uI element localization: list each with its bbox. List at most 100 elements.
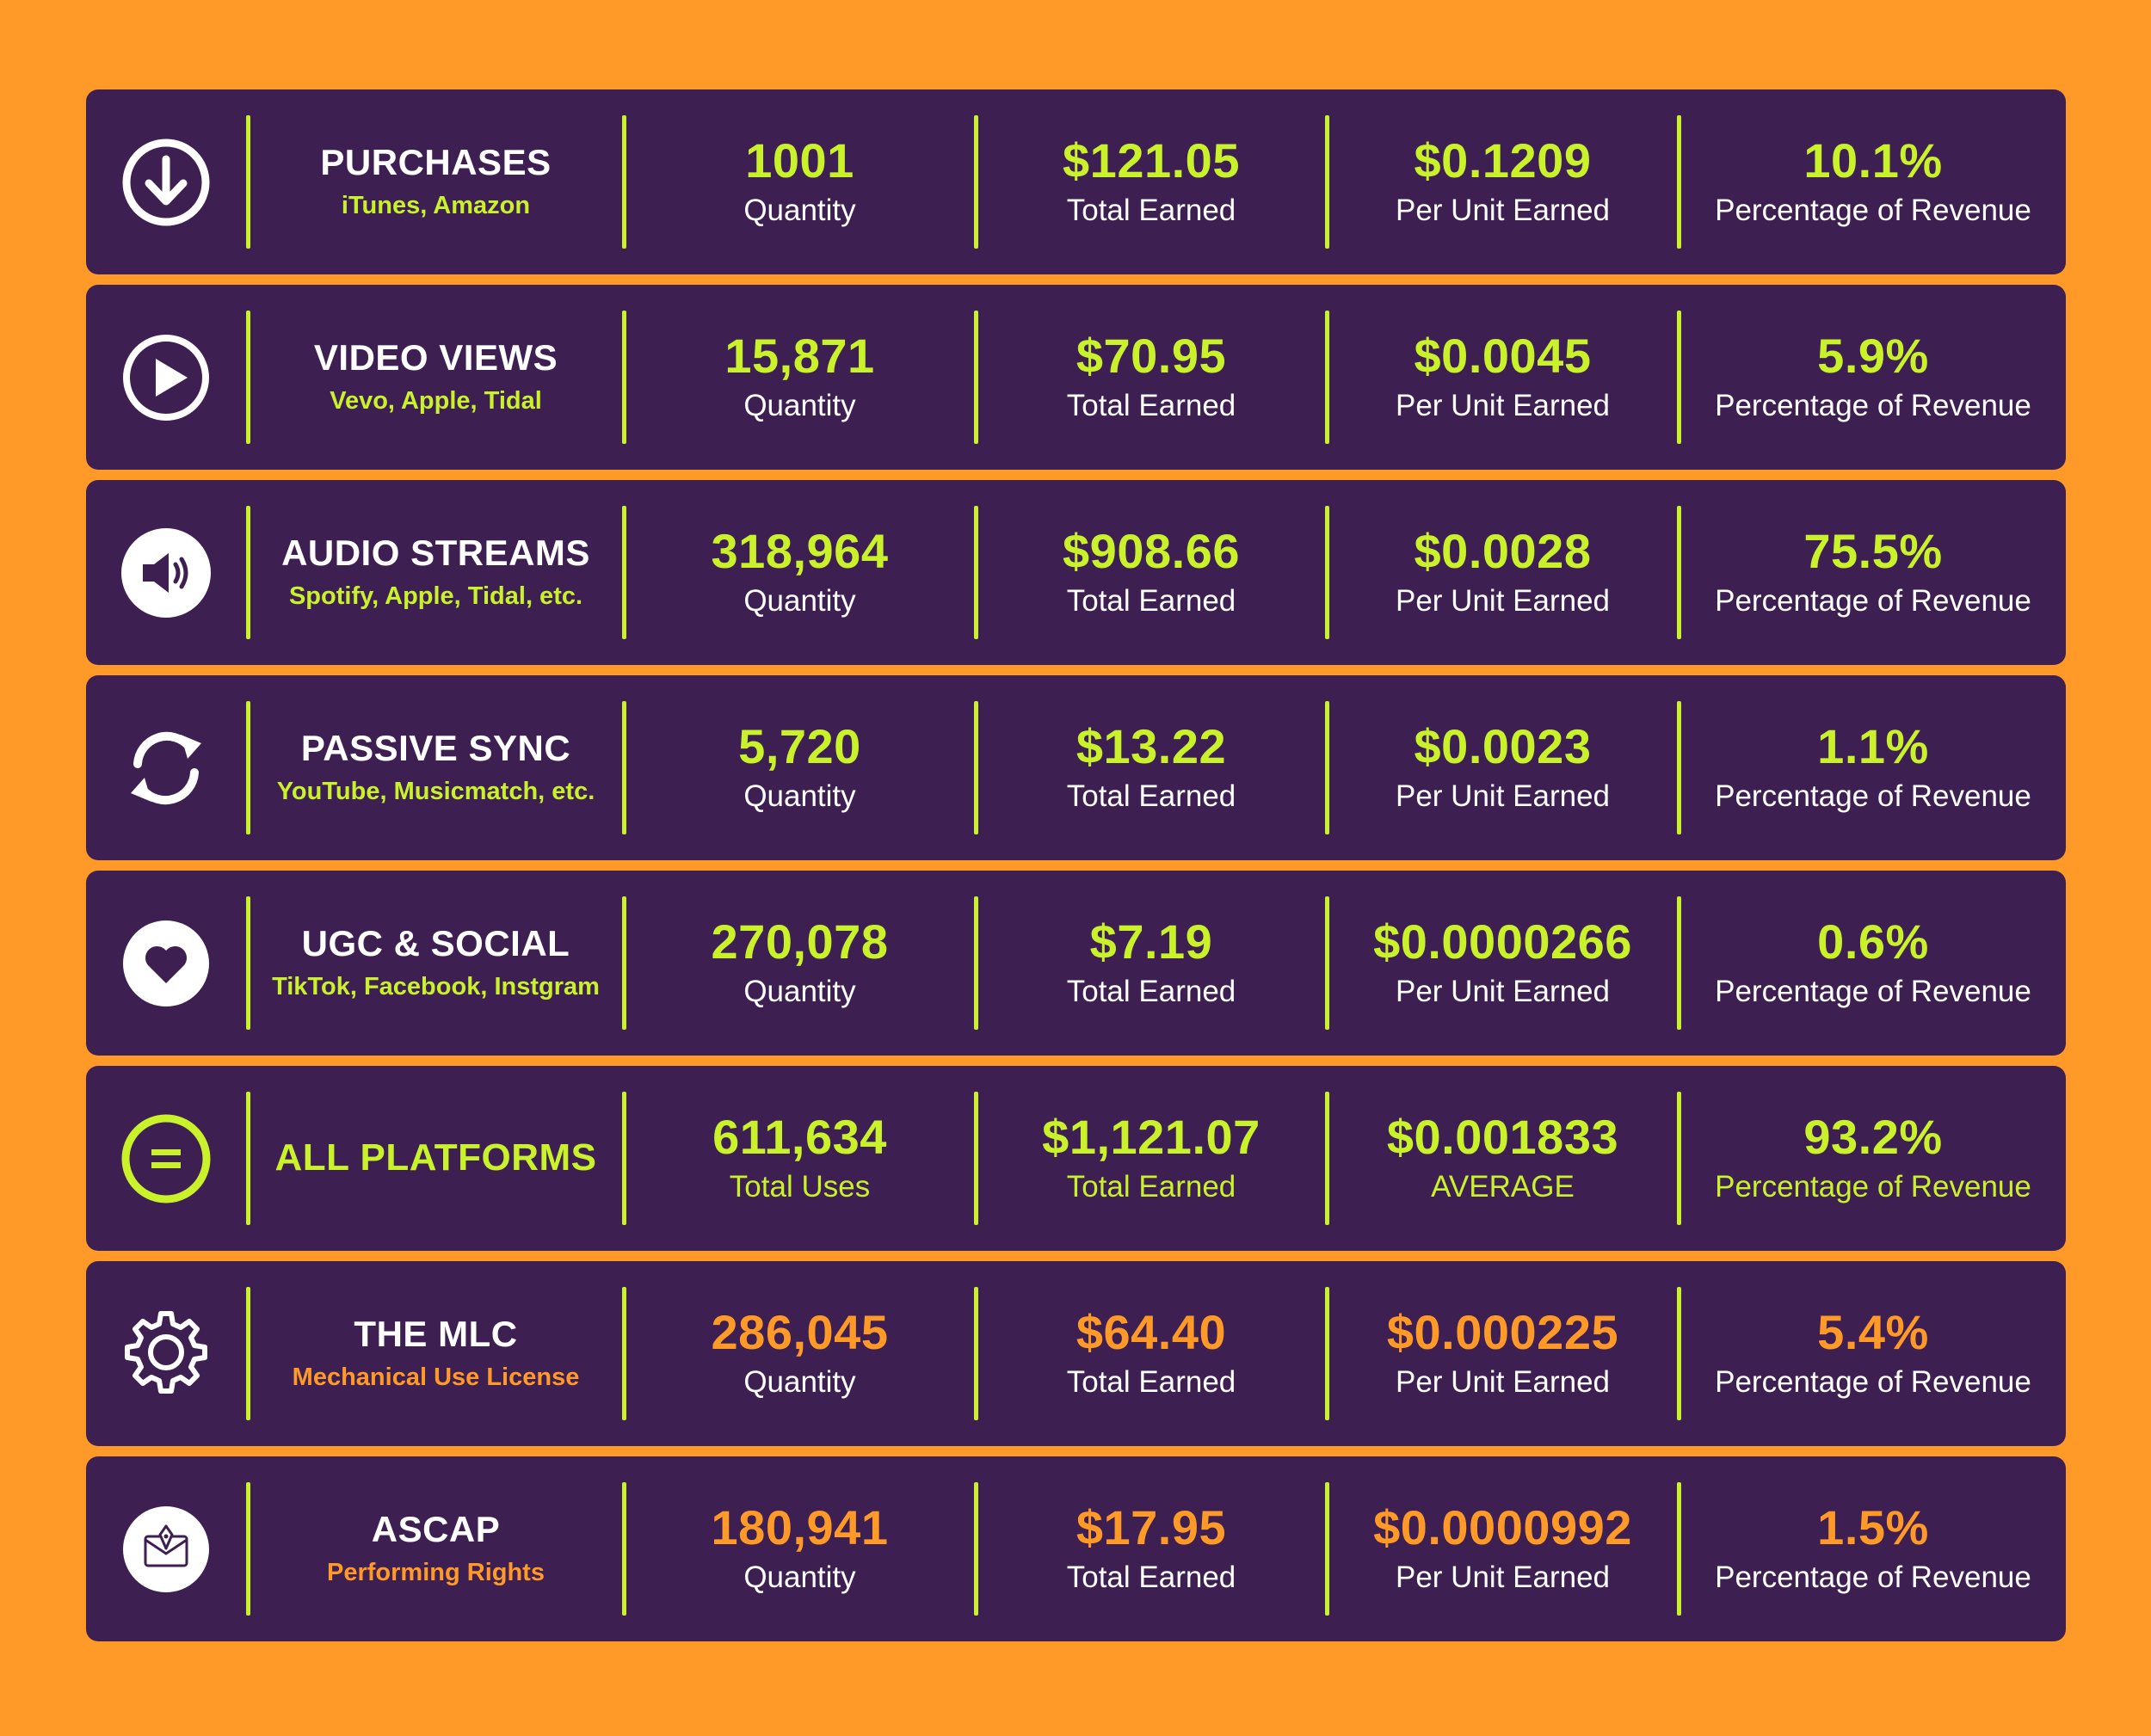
speaker-icon — [121, 527, 211, 618]
row-name: ALL PLATFORMS — [274, 1136, 597, 1179]
percent-value: 5.4% — [1817, 1304, 1929, 1359]
name-cell: VIDEO VIEWS Vevo, Apple, Tidal — [250, 285, 622, 470]
total-cell: $1,121.07 Total Earned — [977, 1066, 1325, 1251]
divider — [1677, 701, 1681, 834]
total-value: $64.40 — [1076, 1304, 1227, 1359]
divider — [974, 1482, 978, 1616]
divider — [1677, 311, 1681, 444]
quantity-cell: 5,720 Quantity — [626, 675, 974, 860]
quantity-value: 15,871 — [724, 328, 875, 383]
total-value: $17.95 — [1076, 1499, 1227, 1554]
divider — [1677, 1092, 1681, 1225]
divider — [974, 1092, 978, 1225]
unit-cell: $0.001833 AVERAGE — [1328, 1066, 1677, 1251]
divider — [1325, 1287, 1329, 1420]
divider — [1325, 115, 1329, 249]
row-name: AUDIO STREAMS — [281, 532, 590, 573]
divider — [622, 1482, 626, 1616]
row-name: PURCHASES — [320, 141, 552, 182]
quantity-value: 1001 — [745, 132, 854, 188]
unit-value: $0.1209 — [1414, 132, 1592, 188]
table-row: PASSIVE SYNC YouTube, Musicmatch, etc. 5… — [86, 675, 2066, 860]
total-label: Total Earned — [1066, 1364, 1236, 1399]
divider — [622, 1092, 626, 1225]
row-sub: iTunes, Amazon — [341, 192, 531, 220]
percent-value: 75.5% — [1803, 523, 1943, 578]
icon-cell — [86, 285, 246, 470]
quantity-cell: 180,941 Quantity — [626, 1456, 974, 1641]
divider — [1325, 701, 1329, 834]
unit-value: $0.0045 — [1414, 328, 1592, 383]
divider — [1325, 1482, 1329, 1616]
divider — [246, 115, 250, 249]
total-label: Total Earned — [1066, 1169, 1236, 1204]
total-value: $908.66 — [1063, 523, 1240, 578]
total-cell: $64.40 Total Earned — [977, 1261, 1325, 1446]
divider — [246, 311, 250, 444]
unit-value: $0.0023 — [1414, 718, 1592, 773]
unit-cell: $0.0023 Per Unit Earned — [1328, 675, 1677, 860]
table-row: THE MLC Mechanical Use License 286,045 Q… — [86, 1261, 2066, 1446]
divider — [1677, 896, 1681, 1030]
table-row: VIDEO VIEWS Vevo, Apple, Tidal 15,871 Qu… — [86, 285, 2066, 470]
unit-cell: $0.0028 Per Unit Earned — [1328, 480, 1677, 665]
total-cell: $7.19 Total Earned — [977, 871, 1325, 1056]
divider — [246, 1092, 250, 1225]
unit-label: Per Unit Earned — [1395, 1364, 1611, 1399]
quantity-value: 180,941 — [711, 1499, 889, 1554]
row-name: UGC & SOCIAL — [301, 922, 570, 963]
total-value: $121.05 — [1063, 132, 1240, 188]
percent-value: 0.6% — [1817, 914, 1929, 969]
quantity-label: Quantity — [743, 583, 856, 618]
divider — [246, 701, 250, 834]
divider — [622, 115, 626, 249]
divider — [622, 896, 626, 1030]
total-label: Total Earned — [1066, 583, 1236, 618]
total-cell: $13.22 Total Earned — [977, 675, 1325, 860]
unit-cell: $0.0000266 Per Unit Earned — [1328, 871, 1677, 1056]
icon-cell — [86, 480, 246, 665]
percent-label: Percentage of Revenue — [1715, 779, 2031, 813]
percent-label: Percentage of Revenue — [1715, 1169, 2031, 1204]
unit-value: $0.000225 — [1386, 1304, 1619, 1359]
row-sub: Performing Rights — [327, 1559, 545, 1587]
icon-cell — [86, 89, 246, 274]
row-sub: YouTube, Musicmatch, etc. — [276, 778, 595, 806]
divider — [974, 701, 978, 834]
total-label: Total Earned — [1066, 779, 1236, 813]
icon-cell — [86, 1261, 246, 1446]
icon-cell — [86, 675, 246, 860]
percent-cell: 5.9% Percentage of Revenue — [1680, 285, 2066, 470]
total-cell: $17.95 Total Earned — [977, 1456, 1325, 1641]
gear-icon — [125, 1310, 207, 1394]
percent-cell: 5.4% Percentage of Revenue — [1680, 1261, 2066, 1446]
divider — [622, 1287, 626, 1420]
divider — [1677, 1287, 1681, 1420]
divider — [974, 311, 978, 444]
table-row: UGC & SOCIAL TikTok, Facebook, Instgram … — [86, 871, 2066, 1056]
quantity-label: Total Uses — [729, 1169, 871, 1204]
percent-value: 93.2% — [1803, 1109, 1943, 1164]
divider — [622, 701, 626, 834]
name-cell: PURCHASES iTunes, Amazon — [250, 89, 622, 274]
divider — [1677, 1482, 1681, 1616]
quantity-cell: 1001 Quantity — [626, 89, 974, 274]
divider — [1677, 115, 1681, 249]
quantity-label: Quantity — [743, 974, 856, 1008]
quantity-value: 611,634 — [712, 1109, 887, 1164]
total-cell: $908.66 Total Earned — [977, 480, 1325, 665]
row-name: ASCAP — [371, 1508, 501, 1549]
percent-label: Percentage of Revenue — [1715, 1364, 2031, 1399]
unit-value: $0.0000266 — [1373, 914, 1632, 969]
percent-cell: 0.6% Percentage of Revenue — [1680, 871, 2066, 1056]
unit-value: $0.0028 — [1414, 523, 1592, 578]
quantity-cell: 15,871 Quantity — [626, 285, 974, 470]
total-value: $7.19 — [1089, 914, 1213, 969]
quantity-label: Quantity — [743, 388, 856, 422]
unit-label: AVERAGE — [1431, 1169, 1575, 1204]
quantity-label: Quantity — [743, 1560, 856, 1594]
table-row: ASCAP Performing Rights 180,941 Quantity… — [86, 1456, 2066, 1641]
quantity-label: Quantity — [743, 193, 856, 227]
percent-cell: 1.1% Percentage of Revenue — [1680, 675, 2066, 860]
row-sub: Spotify, Apple, Tidal, etc. — [288, 582, 583, 611]
